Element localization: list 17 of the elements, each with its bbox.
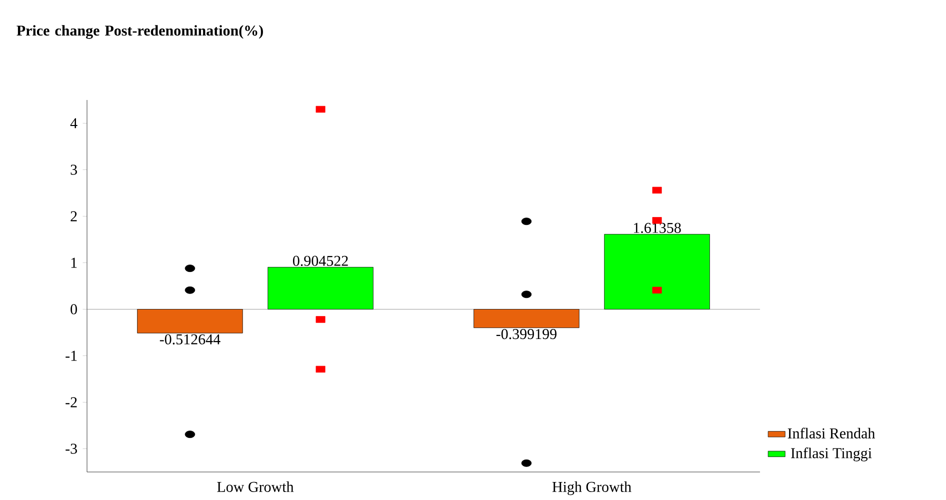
y-tick-label: 4 <box>70 118 78 128</box>
x-tick-label: Low Growth <box>217 481 294 492</box>
data-label: -0.399199 <box>496 328 556 340</box>
y-tick-label: 0 <box>70 304 77 314</box>
y-tick-label: 2 <box>70 211 77 222</box>
y-tick-label: 3 <box>70 164 77 175</box>
y-tick-label: -1 <box>66 350 77 361</box>
data-label: -0.512644 <box>160 334 220 344</box>
y-tick-label: 1 <box>71 258 77 268</box>
legend-label: Inflasi Rendah <box>788 428 875 438</box>
data-label: 0.904522 <box>292 256 348 266</box>
x-tick-label: High Growth <box>552 481 632 496</box>
y-axis-title: Price change Post-redenomination(%) <box>16 25 263 39</box>
y-tick-label: -2 <box>66 397 77 408</box>
data-label: 1.61358 <box>634 222 681 233</box>
legend-label: Inflasi Tinggi <box>791 448 872 462</box>
y-tick-label: -3 <box>66 444 77 454</box>
